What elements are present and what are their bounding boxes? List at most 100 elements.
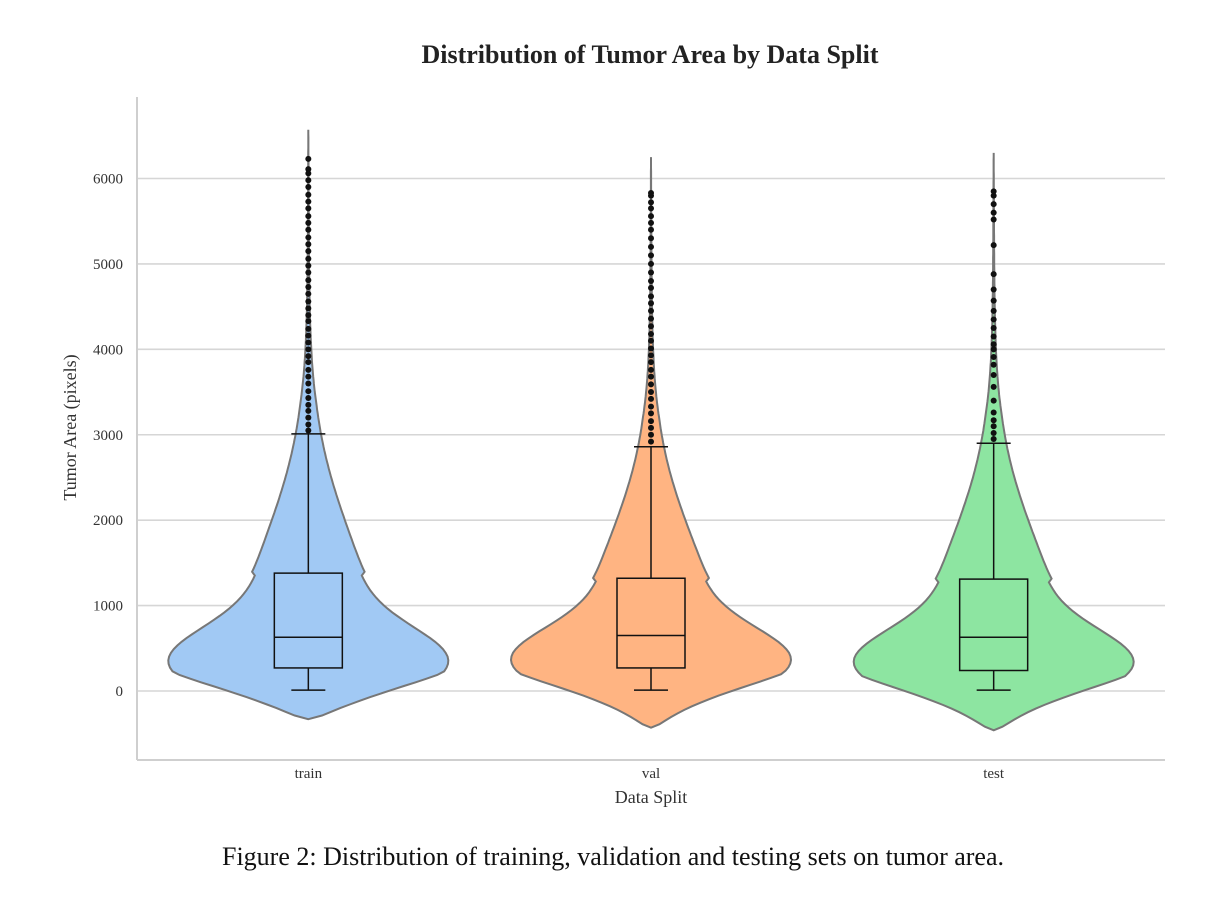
outlier-point	[648, 424, 654, 431]
outlier-point	[305, 177, 312, 184]
outlier-point	[305, 226, 312, 233]
outlier-point	[648, 410, 654, 417]
outlier-point	[648, 373, 654, 380]
outlier-point	[648, 293, 654, 300]
figure-caption: Figure 2: Distribution of training, vali…	[221, 842, 1005, 871]
outlier-point	[648, 330, 654, 337]
outlier-point	[305, 198, 312, 205]
outlier-point	[648, 219, 654, 226]
outlier-point	[305, 401, 312, 408]
outlier-point	[648, 431, 654, 438]
outlier-point	[305, 318, 312, 325]
outlier-point	[305, 353, 312, 360]
outlier-point	[305, 166, 312, 173]
outlier-point	[305, 332, 312, 339]
box-val	[616, 577, 686, 669]
outlier-point	[305, 305, 312, 312]
outlier-point	[648, 315, 654, 322]
outlier-point	[305, 373, 312, 380]
outlier-point	[990, 316, 997, 323]
outlier-point	[305, 325, 312, 332]
outlier-point	[990, 397, 997, 404]
outlier-point	[305, 346, 312, 353]
x-tick-label-test: test	[983, 766, 1005, 782]
y-tick-label: 3000	[93, 428, 123, 444]
y-tick-label: 1000	[93, 599, 123, 615]
x-tick-label-train: train	[295, 766, 323, 782]
outlier-point	[648, 389, 654, 396]
y-axis-label: Tumor Area (pixels)	[60, 354, 81, 500]
outlier-point	[990, 307, 997, 314]
outlier-point	[990, 436, 997, 443]
outlier-point	[990, 430, 997, 437]
outlier-point	[305, 191, 312, 198]
outlier-point	[305, 213, 312, 220]
x-axis-label: Data Split	[615, 787, 688, 807]
outlier-point	[990, 341, 997, 348]
outlier-point	[990, 361, 997, 368]
outlier-point	[648, 366, 654, 373]
outlier-point	[990, 201, 997, 208]
outlier-point	[648, 269, 654, 276]
outlier-point	[305, 262, 312, 269]
outlier-point	[648, 381, 654, 388]
outlier-point	[990, 383, 997, 390]
outlier-point	[305, 388, 312, 395]
outlier-point	[305, 298, 312, 305]
outlier-point	[648, 213, 654, 220]
outlier-point	[305, 234, 312, 241]
y-tick-label: 5000	[93, 257, 123, 273]
outlier-point	[990, 371, 997, 378]
outlier-point	[305, 219, 312, 226]
outlier-point	[648, 307, 654, 314]
outlier-point	[305, 427, 312, 434]
outlier-point	[305, 255, 312, 262]
outlier-point	[990, 271, 997, 278]
outlier-point	[305, 184, 312, 191]
outlier-point	[648, 278, 654, 284]
y-tick-label: 2000	[93, 513, 123, 529]
outlier-point	[990, 417, 997, 424]
outlier-point	[990, 409, 997, 416]
outlier-point	[305, 407, 312, 414]
outlier-point	[305, 155, 312, 162]
box-test	[958, 578, 1029, 672]
outlier-point	[990, 242, 997, 249]
outlier-point	[648, 352, 654, 359]
outlier-point	[648, 395, 654, 402]
outlier-point	[648, 345, 654, 352]
outlier-point	[305, 414, 312, 421]
outlier-point	[648, 199, 654, 206]
outlier-point	[990, 216, 997, 223]
outlier-point	[305, 366, 312, 373]
outlier-point	[990, 346, 997, 353]
outlier-point	[990, 286, 997, 293]
outlier-point	[305, 421, 312, 428]
outlier-point	[990, 192, 997, 199]
chart-title: Distribution of Tumor Area by Data Split	[421, 40, 879, 69]
outlier-point	[305, 277, 312, 284]
outlier-point	[648, 403, 654, 410]
outlier-point	[990, 333, 997, 340]
outlier-point	[305, 359, 312, 366]
y-tick-label: 4000	[93, 342, 123, 358]
outlier-point	[648, 438, 654, 445]
outlier-point	[305, 395, 312, 402]
outlier-point	[305, 339, 312, 346]
outlier-point	[648, 300, 654, 307]
outlier-point	[305, 290, 312, 297]
outlier-point	[648, 190, 654, 197]
outlier-point	[648, 235, 654, 242]
outlier-point	[305, 205, 312, 212]
y-tick-label: 6000	[93, 172, 123, 188]
outlier-point	[648, 205, 654, 212]
outlier-point	[305, 170, 312, 177]
y-tick-label: 0	[116, 684, 124, 700]
outlier-point	[990, 324, 997, 331]
outlier-point	[305, 241, 312, 248]
box-train	[273, 572, 344, 669]
outlier-point	[990, 423, 997, 430]
outlier-point	[990, 209, 997, 216]
outlier-point	[990, 188, 997, 195]
outlier-point	[648, 359, 654, 366]
